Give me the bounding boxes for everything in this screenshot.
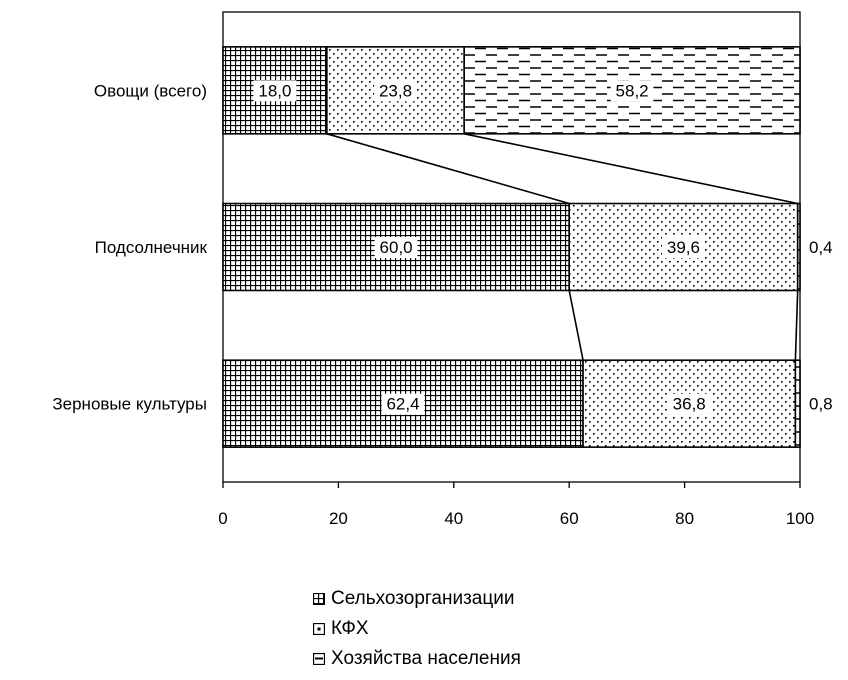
data-label-background bbox=[662, 237, 705, 258]
data-label: 58,2 bbox=[616, 81, 649, 100]
bar-segment-зерновые-культуры-хозяйства-населения bbox=[794, 359, 801, 448]
series-connector-line bbox=[794, 290, 799, 361]
data-label-background bbox=[374, 80, 417, 102]
legend-item-agricultural-orgs: Сельхозорганизации bbox=[313, 584, 521, 614]
legend-label: Сельхозорганизации bbox=[331, 588, 515, 609]
legend: Сельхозорганизации КФХ Хозяйства населен… bbox=[313, 584, 521, 674]
data-label-background bbox=[667, 393, 711, 415]
bar-segment-овощи-всего--сельхозорганизации bbox=[222, 46, 328, 135]
category-label: Зерновые культуры bbox=[52, 395, 207, 414]
x-tick-label: 20 bbox=[329, 509, 348, 528]
series-connector-line bbox=[326, 133, 570, 205]
data-label: 18,0 bbox=[258, 81, 291, 100]
data-label: 62,4 bbox=[386, 395, 419, 414]
x-tick-label: 40 bbox=[444, 509, 463, 528]
x-tick-label: 80 bbox=[675, 509, 694, 528]
data-label-background bbox=[610, 80, 654, 102]
legend-label: КФХ bbox=[331, 618, 369, 639]
bar-segment-подсолнечник-хозяйства-населения bbox=[796, 202, 801, 292]
legend-swatch-grid-icon bbox=[313, 593, 325, 605]
legend-item-households: Хозяйства населения bbox=[313, 644, 521, 674]
x-tick-label: 60 bbox=[560, 509, 579, 528]
legend-label: Хозяйства населения bbox=[331, 648, 521, 669]
series-connector-line bbox=[568, 290, 584, 361]
data-label-background bbox=[381, 393, 425, 415]
data-label: 23,8 bbox=[379, 81, 412, 100]
category-label: Овощи (всего) bbox=[94, 81, 207, 100]
data-label-outside: 0,4 bbox=[809, 238, 833, 257]
category-label: Подсолнечник bbox=[95, 238, 208, 257]
legend-item-farms: КФХ bbox=[313, 614, 521, 644]
series-connector-line bbox=[464, 133, 798, 205]
legend-swatch-dashes-icon bbox=[313, 653, 325, 665]
data-label-background bbox=[253, 80, 297, 102]
data-label-outside: 0,8 bbox=[809, 395, 833, 414]
data-label: 60,0 bbox=[380, 238, 413, 257]
data-label: 36,8 bbox=[673, 395, 706, 414]
x-tick-label: 100 bbox=[786, 509, 814, 528]
legend-swatch-dots-icon bbox=[313, 623, 325, 635]
data-label-background bbox=[374, 237, 418, 258]
data-label: 39,6 bbox=[667, 238, 700, 257]
x-tick-label: 0 bbox=[218, 509, 227, 528]
